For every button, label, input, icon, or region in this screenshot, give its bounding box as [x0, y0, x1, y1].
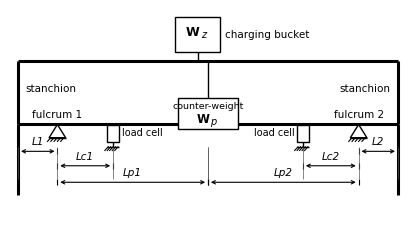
Text: stanchion: stanchion [339, 84, 390, 94]
Text: Lc2: Lc2 [322, 152, 340, 162]
Text: z: z [201, 30, 206, 40]
Text: W: W [196, 114, 210, 126]
Text: p: p [210, 118, 216, 127]
Text: load cell: load cell [122, 128, 163, 138]
Text: Lc1: Lc1 [76, 152, 94, 162]
Bar [175, 17, 220, 52]
Text: fulcrum 2: fulcrum 2 [334, 110, 384, 120]
Text: L1: L1 [32, 137, 44, 147]
Text: counter-weight: counter-weight [172, 102, 244, 111]
Text: load cell: load cell [253, 128, 294, 138]
Text: charging bucket: charging bucket [225, 30, 310, 40]
Bar [107, 124, 119, 142]
Text: fulcrum 1: fulcrum 1 [32, 110, 82, 120]
Bar [297, 124, 309, 142]
Text: Lp2: Lp2 [274, 168, 293, 178]
Text: Lp1: Lp1 [123, 168, 142, 178]
Text: stanchion: stanchion [26, 84, 77, 94]
Bar [178, 98, 238, 129]
Text: W: W [186, 26, 200, 40]
Text: L2: L2 [372, 137, 384, 147]
